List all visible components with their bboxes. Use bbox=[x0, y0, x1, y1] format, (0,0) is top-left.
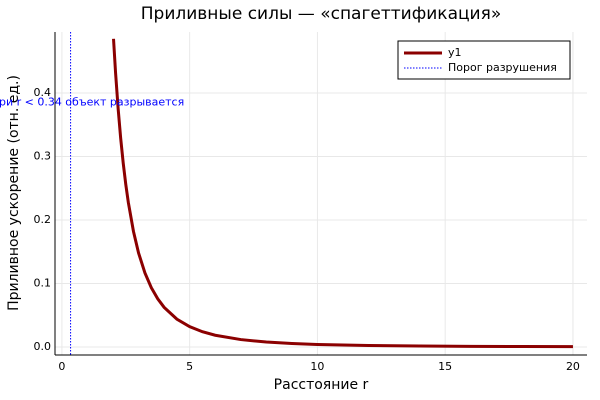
annotation: При r < 0.34 объект разрывается bbox=[0, 95, 184, 108]
legend-box bbox=[397, 40, 571, 80]
x-tick-label: 0 bbox=[58, 360, 65, 373]
line bbox=[112, 38, 573, 349]
y-axis-label: Приливное ускорение (отн. ед.) bbox=[6, 75, 22, 311]
y-tick-label: 0.2 bbox=[34, 213, 52, 226]
x-tick-label: 5 bbox=[186, 360, 193, 373]
legend-label: Порог разрушения bbox=[448, 61, 557, 74]
y-tick-label: 0.3 bbox=[34, 149, 52, 162]
x-tick-label: 10 bbox=[310, 360, 324, 373]
x-tick-label: 15 bbox=[438, 360, 452, 373]
y-tick-label: 0.0 bbox=[34, 340, 52, 353]
chart-title: Приливные силы — «спагеттификация» bbox=[141, 4, 502, 24]
x-axis-label: Расстояние r bbox=[274, 377, 369, 393]
y-tick-label: 0.1 bbox=[34, 276, 52, 289]
y-tick-label: 0.4 bbox=[34, 86, 52, 99]
x-tick-label: 20 bbox=[566, 360, 580, 373]
legend-label: y1 bbox=[448, 46, 462, 59]
